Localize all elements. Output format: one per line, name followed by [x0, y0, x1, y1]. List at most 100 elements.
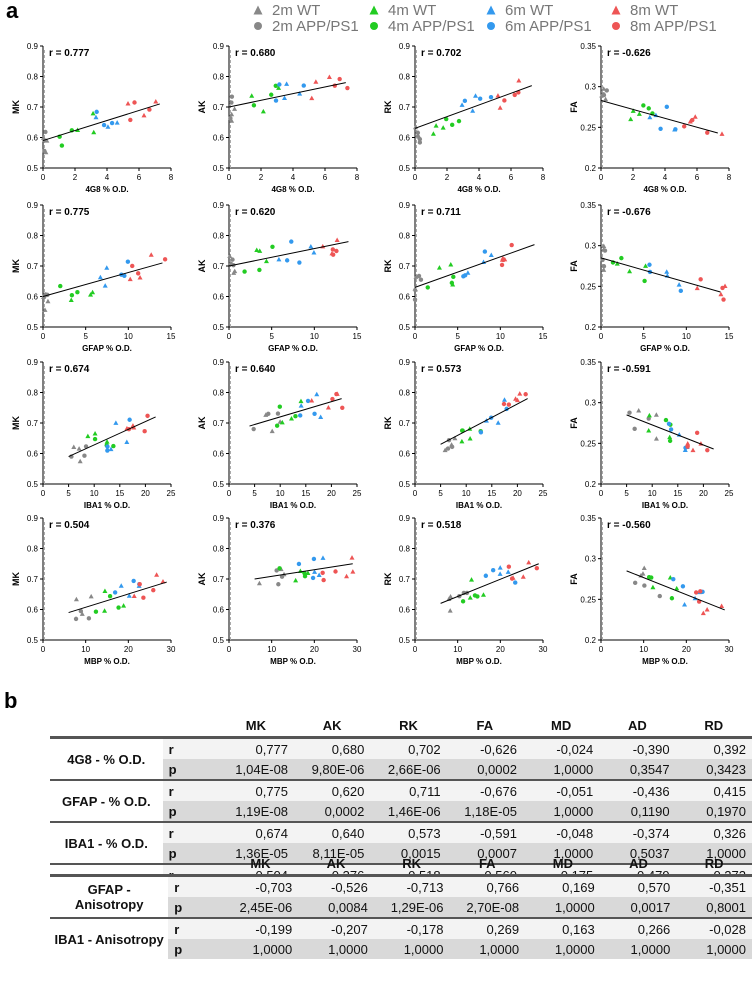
table-cell: 0,0084 [298, 897, 374, 918]
data-point [647, 262, 652, 267]
y-tick-label: 0.9 [213, 42, 225, 51]
table-cell: 1,0000 [525, 897, 601, 918]
y-tick-label: 0.8 [27, 73, 39, 82]
table-cell: -0,713 [373, 875, 450, 897]
regression-line [414, 85, 532, 129]
column-header: RK [373, 852, 450, 877]
data-point [425, 285, 430, 290]
data-point [79, 611, 85, 616]
data-point [298, 403, 304, 408]
column-header: MD [522, 714, 600, 739]
correlation-r-label: r = 0.680 [235, 48, 276, 59]
data-point [320, 555, 326, 560]
table-header-row: MK AK RK FA MD AD RD [50, 852, 752, 877]
data-point [418, 277, 424, 282]
data-point [312, 411, 317, 416]
y-tick-label: 0.2 [585, 480, 597, 489]
data-point [314, 391, 320, 397]
data-point [102, 283, 108, 288]
table-cell: 0,775 [217, 779, 295, 801]
x-tick-label: 2 [73, 173, 78, 182]
data-point [452, 435, 458, 441]
legend-label: 2m WT [272, 1, 321, 19]
table-cell: -0,351 [676, 875, 752, 897]
data-point [647, 114, 653, 120]
legend-entry: 2m APP/PS1 [252, 18, 359, 35]
x-tick-label: 4 [105, 173, 110, 182]
data-point [105, 444, 110, 449]
legend-entry: 8m WT [610, 2, 678, 19]
regression-line [42, 262, 163, 297]
y-axis-label: AK [197, 416, 207, 429]
stat-key: p [162, 759, 218, 780]
data-point [97, 274, 103, 280]
table-cell: -0,048 [522, 821, 600, 843]
data-point [477, 96, 483, 101]
data-point [130, 263, 135, 269]
y-tick-label: 0.25 [580, 123, 596, 132]
data-point [301, 83, 306, 88]
data-point [76, 446, 82, 451]
table-cell: -0,051 [522, 779, 600, 801]
y-tick-label: 0.7 [27, 419, 39, 428]
y-tick-label: 0.8 [399, 232, 411, 241]
data-point [229, 94, 235, 99]
x-tick-label: 5 [624, 489, 629, 498]
data-point [104, 439, 110, 444]
y-tick-label: 0.8 [399, 545, 411, 554]
table-cell: 1,18E-05 [446, 801, 523, 822]
data-point [693, 590, 699, 595]
data-point [257, 267, 262, 273]
data-point [326, 74, 332, 79]
y-tick-label: 0.8 [27, 545, 39, 554]
data-point [480, 592, 486, 597]
x-tick-label: 6 [323, 173, 328, 182]
x-axis-label: MBP % O.D. [84, 657, 130, 666]
data-point [154, 572, 160, 577]
y-axis-label: MK [11, 259, 21, 273]
data-point [101, 122, 107, 128]
data-point [82, 453, 87, 458]
data-point [128, 117, 133, 123]
table-row: GFAP - % O.D. r 0,775 0,620 0,711 -0,676 -0,05… [50, 779, 752, 822]
y-tick-label: 0.8 [213, 232, 225, 241]
x-tick-label: 15 [301, 489, 310, 498]
x-tick-label: 15 [353, 332, 362, 341]
table-cell: 1,0000 [600, 939, 677, 959]
x-tick-label: 30 [725, 645, 734, 654]
x-tick-label: 20 [310, 645, 319, 654]
column-header: MK [222, 852, 299, 877]
x-tick-label: 0 [413, 173, 418, 182]
x-tick-label: 10 [462, 489, 471, 498]
y-tick-label: 0.35 [580, 42, 596, 51]
data-point [678, 288, 684, 294]
data-point [107, 593, 113, 599]
data-point [229, 111, 235, 117]
data-point [104, 265, 110, 270]
data-point [288, 416, 294, 421]
data-point [105, 448, 110, 453]
data-point [462, 98, 468, 104]
x-tick-label: 4 [477, 173, 482, 182]
data-point [112, 590, 118, 595]
data-point [448, 261, 454, 267]
y-tick-label: 0.6 [399, 450, 411, 459]
x-tick-label: 20 [124, 645, 133, 654]
y-tick-label: 0.8 [399, 389, 411, 398]
y-tick-label: 0.9 [213, 358, 225, 367]
y-tick-label: 0.5 [399, 636, 411, 645]
y-tick-label: 0.9 [399, 201, 411, 210]
table-header-row: MK AK RK FA MD AD RD [50, 714, 752, 739]
data-point [719, 131, 725, 136]
x-tick-label: 10 [267, 645, 276, 654]
data-point [263, 412, 269, 417]
data-point [497, 105, 503, 110]
data-point [92, 436, 98, 442]
x-axis-label: MBP % O.D. [270, 657, 316, 666]
data-point [349, 555, 355, 560]
table-row: p 1,04E-08 9,80E-06 2,66E-06 0,0002 1,0000 0,3… [50, 759, 752, 780]
y-tick-label: 0.6 [399, 134, 411, 143]
legend-label: 4m APP/PS1 [388, 17, 475, 35]
data-point [692, 114, 698, 119]
data-point [90, 289, 96, 295]
